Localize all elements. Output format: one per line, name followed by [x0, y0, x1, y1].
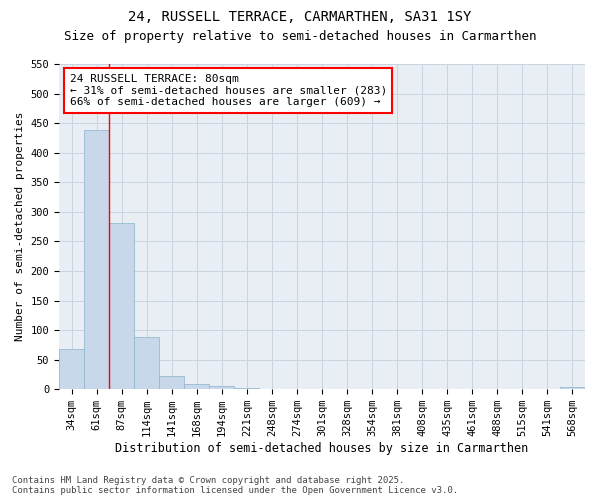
Bar [59, 349, 84, 389]
Text: Size of property relative to semi-detached houses in Carmarthen: Size of property relative to semi-detach… [64, 30, 536, 43]
Y-axis label: Number of semi-detached properties: Number of semi-detached properties [15, 112, 25, 342]
Bar [235, 388, 259, 389]
Bar [134, 337, 159, 389]
Text: Contains HM Land Registry data © Crown copyright and database right 2025.
Contai: Contains HM Land Registry data © Crown c… [12, 476, 458, 495]
Text: 24 RUSSELL TERRACE: 80sqm
← 31% of semi-detached houses are smaller (283)
66% of: 24 RUSSELL TERRACE: 80sqm ← 31% of semi-… [70, 74, 387, 107]
Bar [560, 387, 585, 389]
Text: 24, RUSSELL TERRACE, CARMARTHEN, SA31 1SY: 24, RUSSELL TERRACE, CARMARTHEN, SA31 1S… [128, 10, 472, 24]
Bar [184, 384, 209, 389]
Bar [209, 386, 235, 389]
X-axis label: Distribution of semi-detached houses by size in Carmarthen: Distribution of semi-detached houses by … [115, 442, 529, 455]
Bar [159, 376, 184, 389]
Bar [109, 223, 134, 389]
Bar [84, 130, 109, 389]
